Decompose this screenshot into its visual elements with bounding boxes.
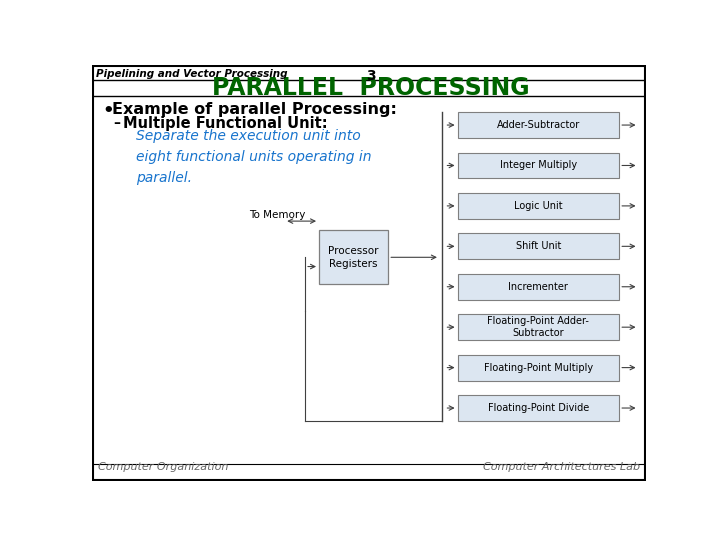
Text: –: – [113, 116, 120, 130]
Text: Logic Unit: Logic Unit [514, 201, 563, 211]
Text: Pipelining and Vector Processing: Pipelining and Vector Processing [96, 69, 288, 79]
Text: Shift Unit: Shift Unit [516, 241, 561, 251]
Bar [319, 231, 388, 284]
Text: Processor
Registers: Processor Registers [328, 246, 379, 269]
Text: Integer Multiply: Integer Multiply [500, 160, 577, 171]
Text: •: • [102, 102, 114, 120]
Text: Computer Architectures Lab: Computer Architectures Lab [483, 462, 640, 472]
Bar [457, 112, 619, 138]
Text: Floating-Point Adder-
Subtractor: Floating-Point Adder- Subtractor [487, 316, 590, 339]
Text: Separate the execution unit into
eight functional units operating in
parallel.: Separate the execution unit into eight f… [137, 129, 372, 185]
Text: Floating-Point Multiply: Floating-Point Multiply [484, 362, 593, 373]
Text: PARALLEL  PROCESSING: PARALLEL PROCESSING [212, 76, 529, 100]
Bar [457, 233, 619, 259]
Text: Incrementer: Incrementer [508, 282, 568, 292]
Bar [457, 193, 619, 219]
Text: Computer Organization: Computer Organization [98, 462, 228, 472]
Bar [457, 395, 619, 421]
Text: Example of parallel Processing:: Example of parallel Processing: [112, 102, 397, 117]
Bar [457, 314, 619, 340]
Text: 3: 3 [366, 69, 375, 83]
Text: Multiple Functional Unit:: Multiple Functional Unit: [122, 116, 327, 131]
Text: To Memory: To Memory [248, 210, 305, 220]
Bar [457, 355, 619, 381]
Text: Adder-Subtractor: Adder-Subtractor [497, 120, 580, 130]
Bar [457, 152, 619, 178]
Bar [457, 274, 619, 300]
Text: Floating-Point Divide: Floating-Point Divide [487, 403, 589, 413]
